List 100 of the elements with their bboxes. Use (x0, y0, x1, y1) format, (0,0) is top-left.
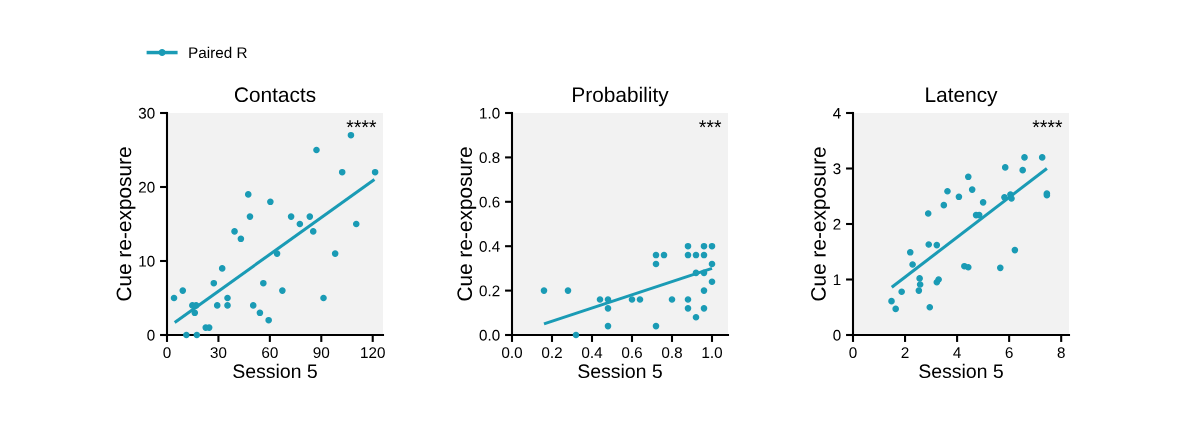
y-tick-label: 1.0 (480, 107, 500, 119)
point (668, 296, 676, 303)
y-tick-label: 0 (147, 329, 155, 341)
y-axis-title: Cue re-exposure (116, 147, 136, 301)
point (898, 288, 905, 296)
point (944, 187, 951, 195)
point (352, 220, 360, 228)
point (260, 279, 267, 287)
x-tick-label: 8 (1057, 347, 1065, 359)
point (224, 302, 231, 309)
y-tick-label: 0.6 (479, 196, 500, 208)
x-tick-label: 120 (361, 347, 385, 359)
y-axis-title: Cue re-exposure (457, 147, 477, 301)
x-tick-label: 0.4 (581, 347, 603, 359)
x-tick-label: 0 (163, 347, 171, 359)
point (237, 235, 245, 243)
point (652, 251, 660, 259)
y-axis-title: Cue re-exposure (811, 147, 830, 301)
point (183, 331, 190, 339)
point (256, 309, 264, 317)
x-tick-label: 0 (849, 347, 857, 359)
point (692, 313, 700, 321)
y-tick-label: 1 (833, 274, 841, 286)
point (224, 294, 231, 302)
point (692, 251, 700, 259)
point (1021, 154, 1028, 161)
point (700, 242, 708, 250)
point (604, 322, 612, 330)
point (1019, 166, 1026, 174)
point (267, 198, 274, 206)
x-tick-label: 0.6 (621, 347, 642, 359)
point (684, 242, 692, 250)
chart-title: Contacts (234, 87, 316, 103)
point (265, 316, 272, 324)
x-tick-label: 60 (262, 347, 278, 359)
y-tick-label: 0 (833, 329, 841, 341)
x-tick-label: 6 (1005, 347, 1013, 359)
point (244, 191, 252, 198)
y-tick-label: 0.4 (479, 241, 500, 252)
point (968, 186, 976, 193)
point (708, 278, 716, 286)
point (660, 251, 668, 259)
point (1008, 195, 1015, 202)
point (296, 220, 304, 228)
point (596, 296, 604, 303)
point (700, 305, 708, 312)
point (652, 322, 660, 330)
y-tick-label: 10 (139, 255, 155, 267)
annotation: **** (1032, 120, 1063, 128)
point (210, 279, 218, 287)
chart-title: Latency (926, 87, 998, 107)
point (306, 213, 314, 220)
point (684, 305, 692, 312)
point (1038, 154, 1046, 161)
point (572, 331, 580, 339)
point (191, 309, 199, 317)
point (636, 296, 644, 303)
point (540, 287, 548, 294)
point (700, 251, 708, 259)
point (604, 305, 612, 312)
point (273, 250, 281, 257)
point (279, 287, 286, 294)
point (1001, 164, 1009, 171)
point (916, 281, 924, 288)
point (604, 296, 612, 303)
point (231, 228, 238, 235)
x-tick-label: 2 (901, 347, 909, 358)
x-axis-title: Session 5 (919, 363, 1003, 379)
y-tick-label: 30 (138, 107, 155, 119)
x-tick-label: 90 (313, 347, 330, 359)
point (652, 260, 660, 268)
point (915, 287, 923, 294)
y-tick-label: 0.0 (479, 329, 500, 341)
point (916, 275, 923, 282)
point (170, 294, 178, 302)
point (940, 201, 948, 209)
point (1011, 246, 1019, 254)
point (213, 302, 221, 309)
point (246, 213, 254, 220)
point (179, 287, 187, 294)
x-tick-label: 0.0 (501, 347, 523, 359)
point (371, 168, 379, 176)
y-tick-label: 0.2 (479, 285, 500, 297)
point (313, 146, 320, 154)
y-tick-label: 20 (138, 181, 155, 193)
point (564, 287, 572, 294)
point (320, 294, 327, 302)
point (926, 303, 934, 311)
point (708, 242, 716, 250)
point (997, 264, 1004, 272)
x-axis-title: Session 5 (233, 363, 317, 379)
point (700, 269, 708, 277)
x-axis-title: Session 5 (578, 363, 662, 379)
point (249, 302, 257, 309)
point (1001, 194, 1008, 201)
point (193, 331, 201, 339)
point (628, 296, 636, 303)
y-tick-label: 4 (833, 108, 841, 119)
point (964, 263, 972, 271)
y-tick-label: 3 (833, 163, 841, 175)
